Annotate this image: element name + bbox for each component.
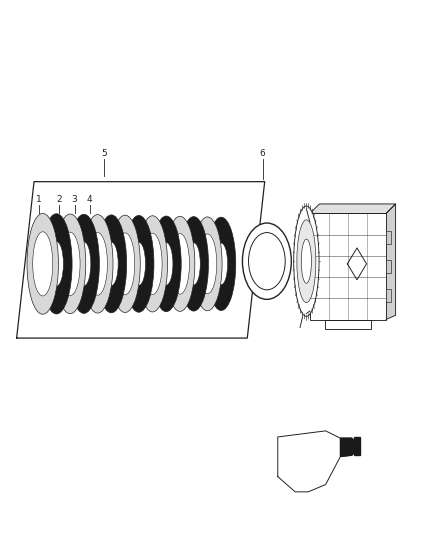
Text: 3: 3 xyxy=(72,195,78,204)
Ellipse shape xyxy=(27,213,58,314)
Text: 4: 4 xyxy=(87,195,92,204)
Ellipse shape xyxy=(297,220,316,303)
Text: 2: 2 xyxy=(57,195,62,204)
Ellipse shape xyxy=(159,243,173,285)
Ellipse shape xyxy=(193,217,222,311)
Bar xyxy=(386,289,391,302)
Ellipse shape xyxy=(138,216,168,312)
Ellipse shape xyxy=(124,215,154,312)
Ellipse shape xyxy=(82,215,113,313)
Ellipse shape xyxy=(55,214,86,313)
Ellipse shape xyxy=(179,216,208,311)
Ellipse shape xyxy=(68,214,99,313)
Ellipse shape xyxy=(77,242,91,286)
Ellipse shape xyxy=(170,233,189,294)
Ellipse shape xyxy=(215,243,228,285)
Ellipse shape xyxy=(33,232,53,296)
Bar xyxy=(386,231,391,244)
Ellipse shape xyxy=(41,214,72,314)
Ellipse shape xyxy=(116,233,135,295)
Ellipse shape xyxy=(242,223,291,300)
Bar xyxy=(310,214,386,319)
Ellipse shape xyxy=(294,206,319,317)
Ellipse shape xyxy=(60,232,80,296)
Ellipse shape xyxy=(198,234,217,294)
Ellipse shape xyxy=(187,243,200,285)
Ellipse shape xyxy=(143,233,162,294)
Polygon shape xyxy=(278,431,352,492)
Ellipse shape xyxy=(207,217,236,311)
Text: 6: 6 xyxy=(260,149,265,158)
Ellipse shape xyxy=(248,232,285,290)
Text: 1: 1 xyxy=(36,195,42,204)
Bar xyxy=(386,260,391,273)
Polygon shape xyxy=(386,204,396,319)
Ellipse shape xyxy=(301,239,311,283)
Polygon shape xyxy=(354,437,360,455)
Ellipse shape xyxy=(132,243,145,285)
Ellipse shape xyxy=(152,216,181,312)
Text: 5: 5 xyxy=(101,149,106,158)
Polygon shape xyxy=(310,204,396,214)
Ellipse shape xyxy=(110,215,140,312)
Ellipse shape xyxy=(165,216,195,311)
Ellipse shape xyxy=(88,232,107,295)
Ellipse shape xyxy=(96,215,127,313)
Polygon shape xyxy=(340,438,358,456)
Ellipse shape xyxy=(49,241,64,286)
Ellipse shape xyxy=(105,242,118,286)
